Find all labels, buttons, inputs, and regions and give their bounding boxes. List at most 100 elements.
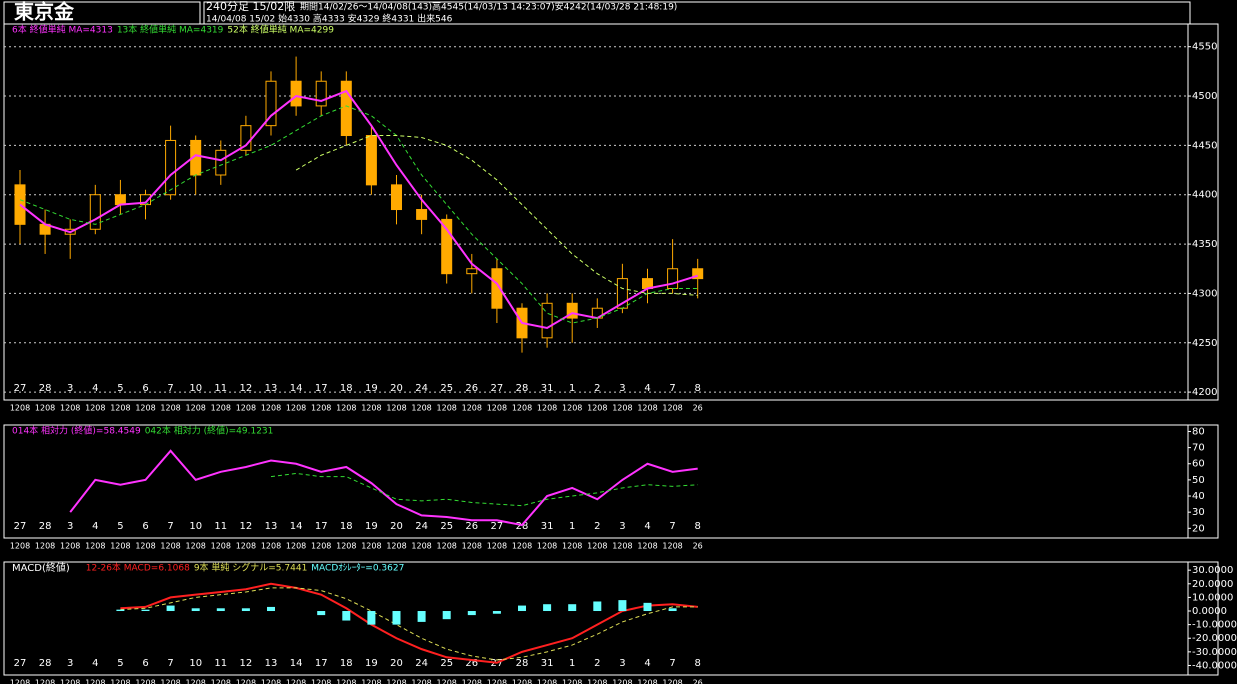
time-label: 1208 bbox=[10, 404, 30, 413]
y-tick-label: 30.0000 bbox=[1192, 565, 1233, 576]
time-label: 1208 bbox=[587, 679, 607, 684]
histogram-bar bbox=[216, 608, 225, 612]
x-tick-label: 1 bbox=[569, 658, 575, 669]
x-tick-label: 20 bbox=[390, 658, 403, 669]
x-tick-label: 31 bbox=[541, 521, 554, 532]
x-tick-label: 24 bbox=[415, 521, 428, 532]
last-bar: 14/04/08 15/02 始4330 高4333 安4329 終4331 出… bbox=[206, 13, 453, 25]
y-tick-label: 4450 bbox=[1192, 140, 1217, 151]
time-label: 1208 bbox=[211, 679, 231, 684]
time-label: 1208 bbox=[637, 679, 657, 684]
time-label: 1208 bbox=[311, 542, 331, 551]
time-label: 1208 bbox=[361, 679, 381, 684]
candle-body bbox=[365, 135, 377, 186]
y-tick-label: 70 bbox=[1192, 443, 1205, 454]
histogram-bar bbox=[518, 605, 526, 612]
candle-body bbox=[566, 302, 578, 319]
candle-body bbox=[165, 139, 177, 196]
y-tick-label: 30 bbox=[1192, 507, 1205, 518]
histogram-bar bbox=[442, 611, 451, 620]
time-label: 1208 bbox=[662, 679, 682, 684]
time-label: 1208 bbox=[537, 679, 557, 684]
time-label: 1208 bbox=[236, 404, 256, 413]
x-tick-label: 17 bbox=[315, 383, 328, 394]
time-label: 1208 bbox=[462, 542, 482, 551]
candle-body bbox=[315, 80, 327, 107]
time-label: 1208 bbox=[487, 542, 507, 551]
histogram-bar bbox=[342, 611, 351, 621]
x-tick-label: 7 bbox=[669, 521, 675, 532]
series-line bbox=[69, 449, 698, 527]
candle-body bbox=[466, 268, 478, 275]
x-tick-label: 19 bbox=[365, 521, 378, 532]
time-label: 1208 bbox=[612, 404, 632, 413]
x-tick-label: 11 bbox=[214, 383, 227, 394]
x-tick-label: 2 bbox=[594, 383, 600, 394]
time-label: 1208 bbox=[437, 679, 457, 684]
candle-body bbox=[667, 268, 679, 289]
x-tick-label: 17 bbox=[315, 658, 328, 669]
x-tick-label: 18 bbox=[340, 383, 353, 394]
time-label: 1208 bbox=[10, 679, 30, 684]
histogram-bar bbox=[367, 611, 376, 625]
legend-entry: 52本 終値単純 MA=4299 bbox=[227, 24, 334, 36]
time-label: 1208 bbox=[261, 679, 281, 684]
histogram-bar bbox=[568, 604, 577, 612]
time-label: 1208 bbox=[562, 679, 582, 684]
x-tick-label: 14 bbox=[290, 383, 303, 394]
x-tick-label: 14 bbox=[290, 658, 303, 669]
x-tick-label: 3 bbox=[619, 383, 625, 394]
x-tick-label: 4 bbox=[92, 521, 98, 532]
time-label: 1208 bbox=[160, 542, 180, 551]
time-label: 1208 bbox=[211, 404, 231, 413]
x-tick-label: 6 bbox=[142, 383, 148, 394]
x-tick-label: 12 bbox=[240, 658, 253, 669]
period: 期間14/02/26～14/04/08(143)高4545(14/03/13 1… bbox=[300, 1, 677, 13]
y-tick-label: 4400 bbox=[1192, 190, 1217, 201]
time-label: 1208 bbox=[60, 404, 80, 413]
time-label: 1208 bbox=[311, 404, 331, 413]
time-label: 1208 bbox=[537, 404, 557, 413]
x-tick-label: 4 bbox=[644, 658, 650, 669]
candle-body bbox=[340, 80, 352, 137]
time-label: 1208 bbox=[261, 404, 281, 413]
x-tick-label: 28 bbox=[39, 658, 52, 669]
x-tick-label: 7 bbox=[669, 383, 675, 394]
time-label: 1208 bbox=[537, 542, 557, 551]
time-label: 1208 bbox=[236, 542, 256, 551]
y-tick-label: -10.0000 bbox=[1192, 620, 1237, 631]
x-tick-label: 13 bbox=[265, 521, 278, 532]
time-label: 1208 bbox=[186, 542, 206, 551]
time-label: 1208 bbox=[85, 679, 105, 684]
time-label: 26 bbox=[693, 679, 703, 684]
x-tick-label: 2 bbox=[594, 521, 600, 532]
x-tick-label: 5 bbox=[117, 383, 123, 394]
y-tick-label: 20 bbox=[1192, 523, 1205, 534]
y-tick-label: 4250 bbox=[1192, 338, 1217, 349]
x-tick-label: 10 bbox=[189, 383, 202, 394]
x-tick-label: 28 bbox=[39, 521, 52, 532]
time-label: 1208 bbox=[135, 404, 155, 413]
x-tick-label: 6 bbox=[142, 521, 148, 532]
x-tick-label: 7 bbox=[167, 383, 173, 394]
legend-entry: 6本 終値単純 MA=4313 bbox=[12, 24, 113, 36]
time-label: 1208 bbox=[186, 679, 206, 684]
x-tick-label: 27 bbox=[491, 383, 504, 394]
series-line bbox=[270, 472, 698, 507]
contract: 240分足 15/02限 bbox=[206, 0, 295, 13]
legend-entry: 13本 終値単純 MA=4319 bbox=[117, 24, 224, 36]
time-label: 1208 bbox=[135, 542, 155, 551]
time-label: 1208 bbox=[512, 679, 532, 684]
time-label: 1208 bbox=[286, 404, 306, 413]
legend-entry: 9本 単純 シグナル=5.7441 bbox=[194, 562, 307, 574]
time-label: 1208 bbox=[411, 542, 431, 551]
x-tick-label: 31 bbox=[541, 658, 554, 669]
x-tick-label: 3 bbox=[67, 521, 73, 532]
time-label: 1208 bbox=[462, 679, 482, 684]
time-label: 1208 bbox=[612, 542, 632, 551]
time-label: 1208 bbox=[562, 404, 582, 413]
x-tick-label: 27 bbox=[491, 521, 504, 532]
x-tick-label: 8 bbox=[695, 658, 701, 669]
x-tick-label: 13 bbox=[265, 658, 278, 669]
x-tick-label: 20 bbox=[390, 383, 403, 394]
